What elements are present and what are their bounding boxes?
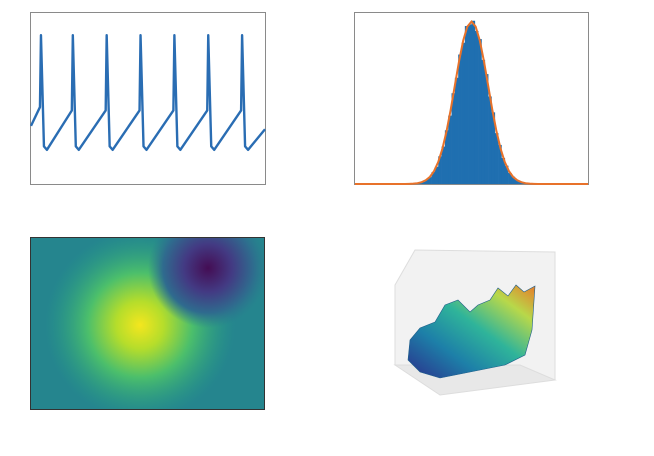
hist-bar	[484, 74, 489, 184]
hist-bar	[478, 39, 482, 184]
surface	[407, 284, 536, 379]
hist-bar	[431, 171, 436, 184]
hist-bar	[518, 181, 522, 184]
fit-line	[354, 20, 589, 185]
hist-bar	[498, 144, 502, 184]
hist-bar	[458, 54, 462, 185]
hist-bar	[444, 130, 449, 184]
hist-bar	[481, 59, 486, 185]
line	[29, 34, 266, 151]
hist-bar	[428, 177, 432, 184]
hist-bar	[451, 93, 456, 184]
hist-bar	[468, 24, 472, 185]
hist-bar	[424, 179, 429, 184]
hist-bar	[454, 77, 459, 184]
surface-3d	[393, 249, 557, 396]
hist-bar	[488, 96, 492, 184]
hist-bar	[461, 42, 466, 184]
hist-bar	[448, 115, 452, 184]
heatmap-frame	[30, 237, 265, 410]
hist-bar	[474, 30, 479, 184]
hist-bar	[514, 179, 519, 184]
hist-bar	[434, 166, 439, 184]
hist-bar	[421, 181, 426, 184]
hist-bar	[511, 176, 516, 184]
hist-bar	[501, 157, 506, 184]
hist-bar	[504, 165, 509, 184]
hist-bar	[494, 133, 499, 184]
hist-bar	[508, 173, 512, 184]
line-frame	[30, 12, 266, 185]
hist-bar	[441, 146, 446, 184]
hist-bar	[491, 112, 496, 184]
hist-bar	[471, 20, 476, 184]
heatmap-trough	[30, 237, 265, 410]
hist-bar	[464, 26, 469, 185]
hist-bar	[438, 156, 442, 184]
heatmap	[30, 237, 265, 410]
